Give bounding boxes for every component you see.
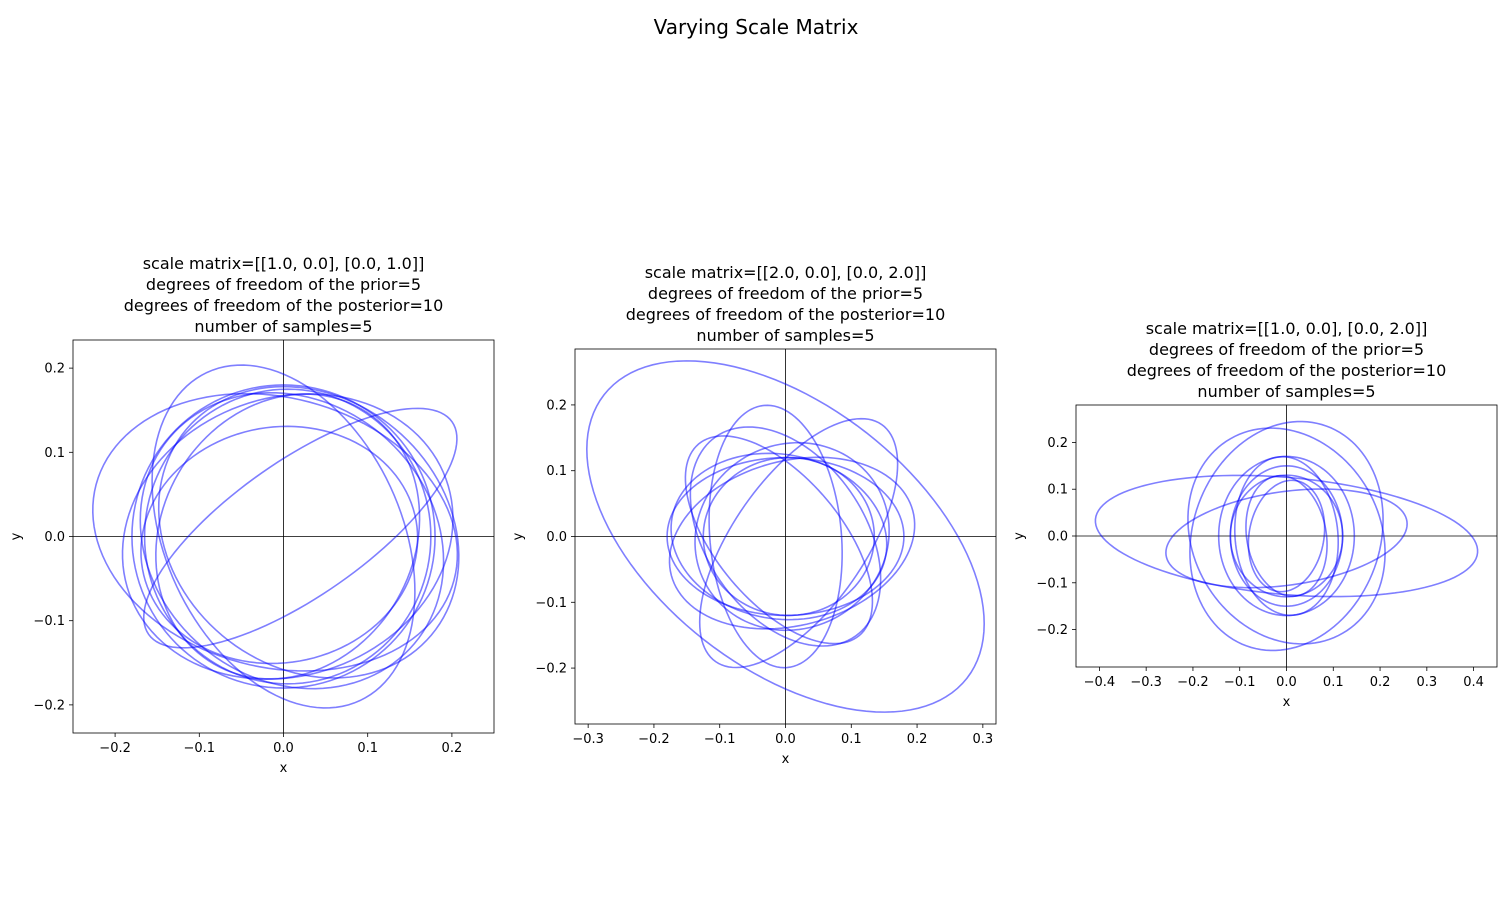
subplot-3: scale matrix=[[1.0, 0.0], [0.0, 2.0]] deg… [1012, 319, 1498, 710]
y-tick-label: −0.2 [1036, 623, 1068, 638]
covariance-ellipse [142, 407, 458, 649]
x-axis-label: x [280, 761, 288, 776]
y-tick-label: 0.2 [546, 398, 567, 413]
covariance-ellipse [139, 391, 445, 690]
covariance-ellipse [1229, 465, 1344, 607]
subplot-title-line: degrees of freedom of the posterior=10 [626, 305, 946, 324]
x-tick-label: −0.2 [99, 741, 131, 756]
x-tick-label: 0.3 [1416, 675, 1437, 690]
x-tick-label: 0.4 [1463, 675, 1484, 690]
plot-area [1076, 405, 1497, 667]
y-tick-label: 0.1 [1047, 483, 1068, 498]
covariance-ellipse [694, 441, 890, 632]
x-tick-label: −0.1 [704, 732, 736, 747]
x-tick-label: −0.2 [638, 732, 670, 747]
subplot-1: scale matrix=[[1.0, 0.0], [0.0, 1.0]] deg… [9, 254, 495, 776]
subplot-panels: scale matrix=[[1.0, 0.0], [0.0, 1.0]] deg… [9, 254, 1498, 776]
subplot-title-line: number of samples=5 [1197, 382, 1375, 401]
covariance-ellipse [702, 456, 876, 617]
y-tick-label: −0.1 [535, 596, 567, 611]
x-tick-label: 0.2 [907, 732, 928, 747]
x-tick-label: 0.2 [1370, 675, 1391, 690]
covariance-ellipse [586, 360, 985, 713]
y-tick-label: 0.1 [546, 464, 567, 479]
subplot-title-line: scale matrix=[[1.0, 0.0], [0.0, 1.0]] [143, 254, 425, 273]
x-tick-label: 0.0 [273, 741, 294, 756]
y-tick-label: 0.2 [44, 362, 65, 377]
x-axis-label: x [782, 752, 790, 767]
y-axis-label: y [1012, 532, 1027, 540]
x-tick-label: 0.3 [973, 732, 994, 747]
y-tick-label: 0.0 [546, 530, 567, 545]
x-tick-label: 0.1 [841, 732, 862, 747]
covariance-ellipse [155, 393, 421, 680]
figure-suptitle: Varying Scale Matrix [654, 15, 859, 39]
subplot-title-line: number of samples=5 [696, 326, 874, 345]
covariance-ellipse [1187, 427, 1386, 645]
covariance-ellipse [698, 417, 899, 669]
y-tick-label: −0.1 [33, 614, 65, 629]
subplot-title-line: number of samples=5 [194, 317, 372, 336]
covariance-ellipse [151, 364, 416, 709]
x-tick-label: 0.0 [775, 732, 796, 747]
y-tick-label: 0.2 [1047, 436, 1068, 451]
covariance-ellipse [157, 385, 460, 679]
covariance-ellipse [684, 435, 874, 645]
y-tick-label: −0.2 [33, 698, 65, 713]
x-axis-label: x [1283, 695, 1291, 710]
subplot-title-line: degrees of freedom of the posterior=10 [124, 296, 444, 315]
covariance-ellipse [1094, 474, 1479, 598]
plot-area [575, 349, 996, 724]
covariance-ellipse [1245, 474, 1328, 598]
x-tick-label: −0.3 [572, 732, 604, 747]
x-tick-label: 0.2 [442, 741, 463, 756]
plot-area [73, 340, 494, 733]
covariance-ellipse [140, 425, 419, 665]
covariance-ellipse [666, 456, 905, 617]
covariance-ellipse [668, 456, 916, 630]
y-tick-label: 0.1 [44, 446, 65, 461]
x-tick-label: 0.0 [1276, 675, 1297, 690]
y-tick-label: −0.2 [535, 662, 567, 677]
subplot-2: scale matrix=[[2.0, 0.0], [0.0, 2.0]] deg… [511, 263, 997, 767]
x-tick-label: 0.1 [357, 741, 378, 756]
subplot-title-line: degrees of freedom of the prior=5 [1149, 340, 1424, 359]
subplot-title-line: scale matrix=[[2.0, 0.0], [0.0, 2.0]] [645, 263, 927, 282]
y-tick-label: −0.1 [1036, 576, 1068, 591]
y-tick-label: 0.0 [44, 530, 65, 545]
x-tick-label: 0.1 [1323, 675, 1344, 690]
y-axis-label: y [511, 532, 526, 540]
subplot-title-line: degrees of freedom of the prior=5 [648, 284, 923, 303]
x-tick-label: −0.1 [184, 741, 216, 756]
subplot-title-line: degrees of freedom of the prior=5 [146, 275, 421, 294]
covariance-ellipse [92, 392, 459, 672]
subplot-title-line: degrees of freedom of the posterior=10 [1127, 361, 1447, 380]
subplot-title-line: scale matrix=[[1.0, 0.0], [0.0, 2.0]] [1146, 319, 1428, 338]
x-tick-label: −0.2 [1177, 675, 1209, 690]
covariance-ellipse [143, 388, 432, 685]
y-tick-label: 0.0 [1047, 530, 1068, 545]
covariance-ellipse [1217, 455, 1356, 617]
x-tick-label: −0.1 [1224, 675, 1256, 690]
covariance-ellipse [670, 452, 888, 621]
x-tick-label: −0.4 [1084, 675, 1116, 690]
covariance-ellipse [1189, 420, 1384, 652]
x-tick-label: −0.3 [1130, 675, 1162, 690]
covariance-ellipse [689, 426, 882, 647]
y-axis-label: y [9, 532, 24, 540]
